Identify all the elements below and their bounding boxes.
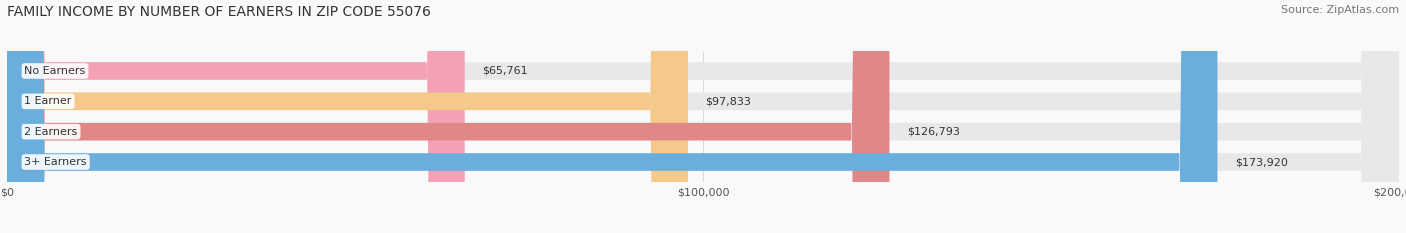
- Text: 2 Earners: 2 Earners: [24, 127, 77, 137]
- Text: No Earners: No Earners: [24, 66, 86, 76]
- FancyBboxPatch shape: [7, 0, 688, 233]
- Text: $65,761: $65,761: [482, 66, 527, 76]
- Text: 1 Earner: 1 Earner: [24, 96, 72, 106]
- Text: FAMILY INCOME BY NUMBER OF EARNERS IN ZIP CODE 55076: FAMILY INCOME BY NUMBER OF EARNERS IN ZI…: [7, 5, 430, 19]
- Text: $173,920: $173,920: [1234, 157, 1288, 167]
- Text: Source: ZipAtlas.com: Source: ZipAtlas.com: [1281, 5, 1399, 15]
- FancyBboxPatch shape: [7, 0, 1399, 233]
- Text: 3+ Earners: 3+ Earners: [24, 157, 87, 167]
- Text: $126,793: $126,793: [907, 127, 960, 137]
- Text: $97,833: $97,833: [706, 96, 751, 106]
- FancyBboxPatch shape: [7, 0, 1218, 233]
- FancyBboxPatch shape: [7, 0, 465, 233]
- FancyBboxPatch shape: [7, 0, 1399, 233]
- FancyBboxPatch shape: [7, 0, 1399, 233]
- FancyBboxPatch shape: [7, 0, 1399, 233]
- FancyBboxPatch shape: [7, 0, 890, 233]
